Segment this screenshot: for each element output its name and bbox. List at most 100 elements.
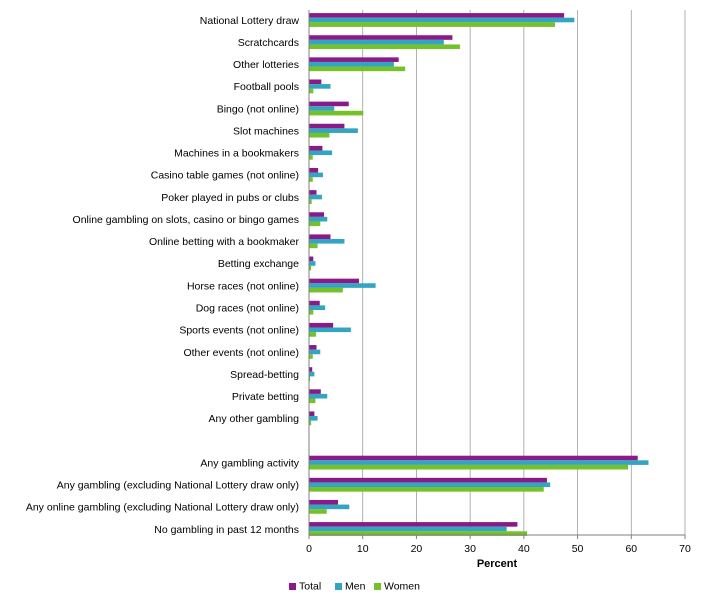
x-tick-label: 50 (572, 543, 584, 555)
bar-men (309, 482, 551, 488)
bar-women (309, 110, 364, 116)
bar-men (309, 17, 575, 23)
category-label: Horse races (not online) (187, 280, 299, 292)
bar-total (309, 345, 317, 350)
category-label: Slot machines (233, 125, 299, 137)
bar-total (309, 35, 453, 40)
bar-women (309, 531, 528, 536)
bar-men (309, 416, 318, 421)
category-label: Dog races (not online) (196, 302, 299, 314)
bar-women (309, 487, 544, 492)
bar-men (309, 194, 322, 200)
category-label: No gambling in past 12 months (154, 524, 299, 536)
bar-total (309, 123, 345, 129)
x-axis-title: Percent (477, 558, 518, 570)
category-label: Any gambling activity (200, 457, 299, 469)
bar-women (309, 221, 321, 227)
category-labels: National Lottery draw Scratchcards Other l… (26, 15, 300, 536)
bar-men (309, 39, 444, 45)
legend: Total Men Women (289, 581, 420, 593)
legend-label-women: Women (384, 581, 420, 593)
category-label: Scratchcards (238, 37, 299, 49)
axes: 0 10 20 30 40 50 60 70 (306, 10, 691, 555)
category-label: Any other gambling (209, 413, 300, 425)
category-label: Football pools (234, 81, 299, 93)
bar-men (309, 305, 326, 310)
category-label: Online gambling on slots, casino or bing… (73, 214, 299, 226)
bar-women (309, 22, 556, 27)
category-label: Poker played in pubs or clubs (161, 192, 299, 204)
bar-total (309, 57, 399, 62)
bar-total (309, 278, 359, 284)
x-tick-label: 10 (357, 543, 369, 555)
bar-men (309, 61, 394, 67)
bar-men (309, 371, 315, 377)
legend-swatch-women (374, 583, 381, 590)
category-label: Any gambling (excluding National Lottery… (57, 480, 299, 492)
bar-total (309, 145, 323, 151)
x-tick-label: 40 (518, 543, 530, 555)
bar-men (309, 106, 335, 111)
bar-total (309, 522, 518, 527)
bar-total (309, 499, 339, 505)
bar-total (309, 367, 313, 372)
bar-men (309, 150, 333, 156)
category-label: Betting exchange (218, 258, 299, 270)
bar-men (309, 393, 328, 399)
gridlines (362, 10, 686, 535)
bar-women (309, 464, 629, 470)
bar-men (309, 327, 351, 333)
bar-women (309, 420, 312, 426)
bar-total (309, 455, 638, 461)
bar-total (309, 79, 322, 85)
bar-total (309, 212, 325, 217)
bar-women (309, 398, 316, 404)
category-label: Spread-betting (230, 369, 299, 381)
category-label: Casino table games (not online) (151, 170, 299, 182)
bar-total (309, 13, 565, 18)
x-tick-label: 0 (306, 543, 312, 555)
category-label: Any online gambling (excluding National … (26, 502, 299, 514)
bar-women (309, 243, 318, 249)
bar-women (309, 44, 460, 50)
bar-men (309, 526, 507, 532)
bar-women (309, 66, 406, 72)
bar-women (309, 88, 314, 94)
bar-women (309, 155, 313, 160)
category-label: National Lottery draw (200, 15, 300, 27)
bar-women (309, 332, 316, 337)
category-label: Online betting with a bookmaker (149, 236, 300, 248)
bar-total (309, 101, 349, 107)
bars (309, 13, 649, 536)
bar-women (309, 309, 314, 315)
bar-total (309, 234, 331, 239)
bar-women (309, 177, 313, 182)
bar-men (309, 239, 345, 244)
x-tick-label: 60 (625, 543, 637, 555)
bar-women (309, 265, 312, 271)
legend-label-men: Men (345, 581, 366, 593)
bar-men (309, 261, 316, 266)
category-label: Machines in a bookmakers (174, 148, 299, 160)
bar-men (309, 216, 328, 222)
bar-women (309, 354, 313, 359)
bar-total (309, 322, 334, 328)
legend-label-total: Total (299, 581, 321, 593)
bar-total (309, 477, 547, 483)
bar-women (309, 376, 311, 381)
bar-men (309, 504, 350, 510)
bar-total (309, 411, 315, 417)
bar-women (309, 199, 312, 204)
bar-total (309, 300, 320, 306)
category-label: Other lotteries (233, 59, 299, 71)
bar-women (309, 287, 343, 293)
bar-total (309, 190, 317, 195)
x-tick-label: 20 (411, 543, 423, 555)
bar-total (309, 256, 314, 262)
legend-swatch-total (289, 583, 296, 590)
bar-men (309, 283, 376, 288)
category-label: Bingo (not online) (217, 103, 299, 115)
category-label: Sports events (not online) (179, 325, 299, 337)
